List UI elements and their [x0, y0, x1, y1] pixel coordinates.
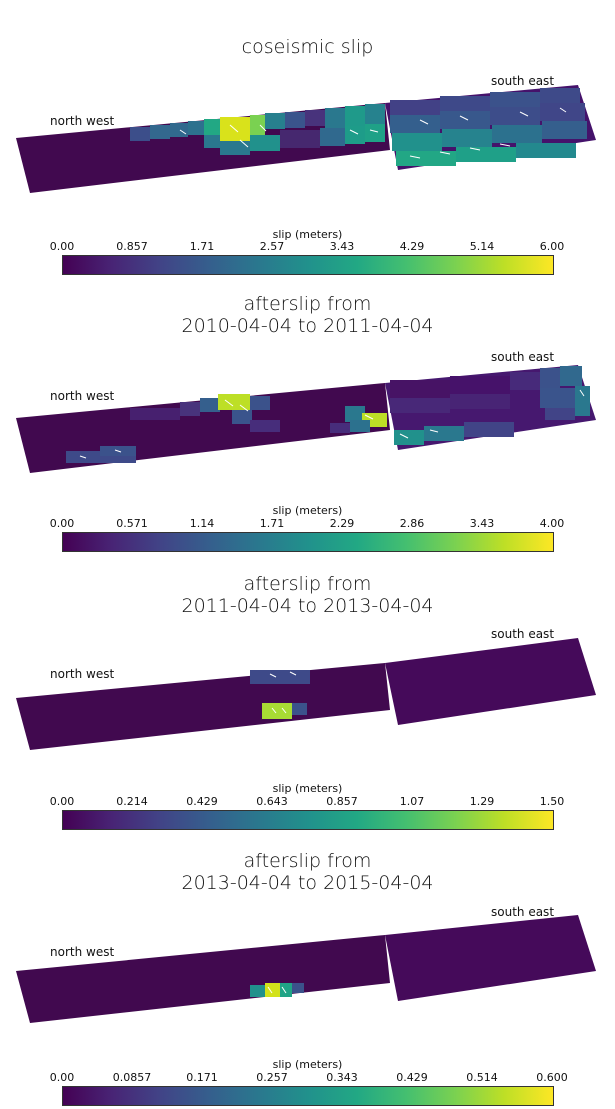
- tick: 1.29: [469, 795, 495, 808]
- panel-afterslip-2013-2015: afterslip from 2013-04-04 to 2015-04-04 …: [0, 835, 615, 1109]
- tick: 0.257: [256, 1071, 288, 1084]
- tick: 0.214: [116, 795, 148, 808]
- tick: 2.86: [399, 517, 425, 530]
- tick: 2.57: [259, 240, 285, 253]
- panel-title: coseismic slip: [0, 36, 615, 58]
- tick: 0.600: [536, 1071, 568, 1084]
- label-north-west: north west: [50, 114, 115, 128]
- tick: 0.429: [186, 795, 218, 808]
- fault-segment-southeast: [385, 638, 596, 725]
- tick: 0.00: [49, 795, 75, 808]
- tick: 0.514: [466, 1071, 498, 1084]
- label-south-east: south east: [491, 905, 555, 919]
- tick: 0.00: [49, 240, 75, 253]
- fault-slip-map: [16, 85, 596, 193]
- colorbar: [62, 255, 554, 275]
- tick: 0.00: [49, 1071, 75, 1084]
- slip-patches-southeast: [390, 88, 587, 166]
- title-line-1: coseismic slip: [241, 36, 374, 58]
- fault-slip-map: [16, 365, 596, 473]
- tick: 0.857: [326, 795, 358, 808]
- title-line-2: 2013-04-04 to 2015-04-04: [181, 872, 434, 894]
- label-south-east: south east: [491, 350, 555, 364]
- tick: 3.43: [469, 517, 495, 530]
- colorbar-title: slip (meters): [272, 782, 343, 795]
- panel-title: afterslip from 2010-04-04 to 2011-04-04: [0, 293, 615, 337]
- label-south-east: south east: [491, 74, 555, 88]
- fault-slip-map: [16, 915, 596, 1023]
- fault-segment-southeast: [385, 915, 596, 1001]
- panel-afterslip-2011-2013: afterslip from 2011-04-04 to 2013-04-04 …: [0, 560, 615, 835]
- colorbar: [62, 810, 554, 830]
- colorbar-title: slip (meters): [272, 228, 343, 241]
- tick: 0.571: [116, 517, 148, 530]
- title-line-2: 2010-04-04 to 2011-04-04: [181, 315, 434, 337]
- tick: 0.343: [326, 1071, 358, 1084]
- label-north-west: north west: [50, 667, 115, 681]
- label-north-west: north west: [50, 945, 115, 959]
- tick: 0.0857: [112, 1071, 152, 1084]
- tick: 0.00: [49, 517, 75, 530]
- tick: 1.14: [189, 517, 215, 530]
- title-line-1: afterslip from: [243, 850, 372, 872]
- tick: 4.29: [399, 240, 425, 253]
- tick: 0.429: [396, 1071, 428, 1084]
- tick: 1.71: [259, 517, 285, 530]
- panel-title: afterslip from 2011-04-04 to 2013-04-04: [0, 573, 615, 617]
- fault-slip-map: [16, 638, 596, 750]
- fault-segment-northwest: [16, 663, 390, 750]
- slip-vectors: [179, 107, 567, 159]
- panel-afterslip-2010-2011: afterslip from 2010-04-04 to 2011-04-04: [0, 280, 615, 560]
- tick: 2.29: [329, 517, 355, 530]
- tick: 4.00: [539, 517, 565, 530]
- fault-segment-northwest: [16, 935, 390, 1023]
- tick: 0.643: [256, 795, 288, 808]
- panel-coseismic: coseismic slip: [0, 0, 615, 280]
- tick: 3.43: [329, 240, 355, 253]
- label-north-west: north west: [50, 389, 115, 403]
- tick: 6.00: [539, 240, 565, 253]
- title-line-2: 2011-04-04 to 2013-04-04: [181, 595, 434, 617]
- label-south-east: south east: [491, 627, 555, 641]
- colorbar-title: slip (meters): [272, 1058, 343, 1071]
- tick: 0.857: [116, 240, 148, 253]
- panel-title: afterslip from 2013-04-04 to 2015-04-04: [0, 850, 615, 894]
- tick: 1.71: [189, 240, 215, 253]
- tick: 1.07: [399, 795, 425, 808]
- title-line-1: afterslip from: [243, 293, 372, 315]
- tick: 5.14: [469, 240, 495, 253]
- tick: 0.171: [186, 1071, 218, 1084]
- colorbar-title: slip (meters): [272, 504, 343, 517]
- tick: 1.50: [539, 795, 565, 808]
- title-line-1: afterslip from: [243, 573, 372, 595]
- colorbar: [62, 532, 554, 552]
- colorbar: [62, 1086, 554, 1106]
